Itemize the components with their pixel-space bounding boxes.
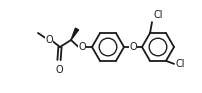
Polygon shape (71, 28, 79, 40)
Text: O: O (45, 35, 53, 45)
Text: Cl: Cl (153, 10, 163, 20)
Text: O: O (55, 65, 63, 75)
Text: Cl: Cl (175, 59, 185, 69)
Text: O: O (78, 42, 86, 52)
Text: O: O (129, 42, 137, 52)
